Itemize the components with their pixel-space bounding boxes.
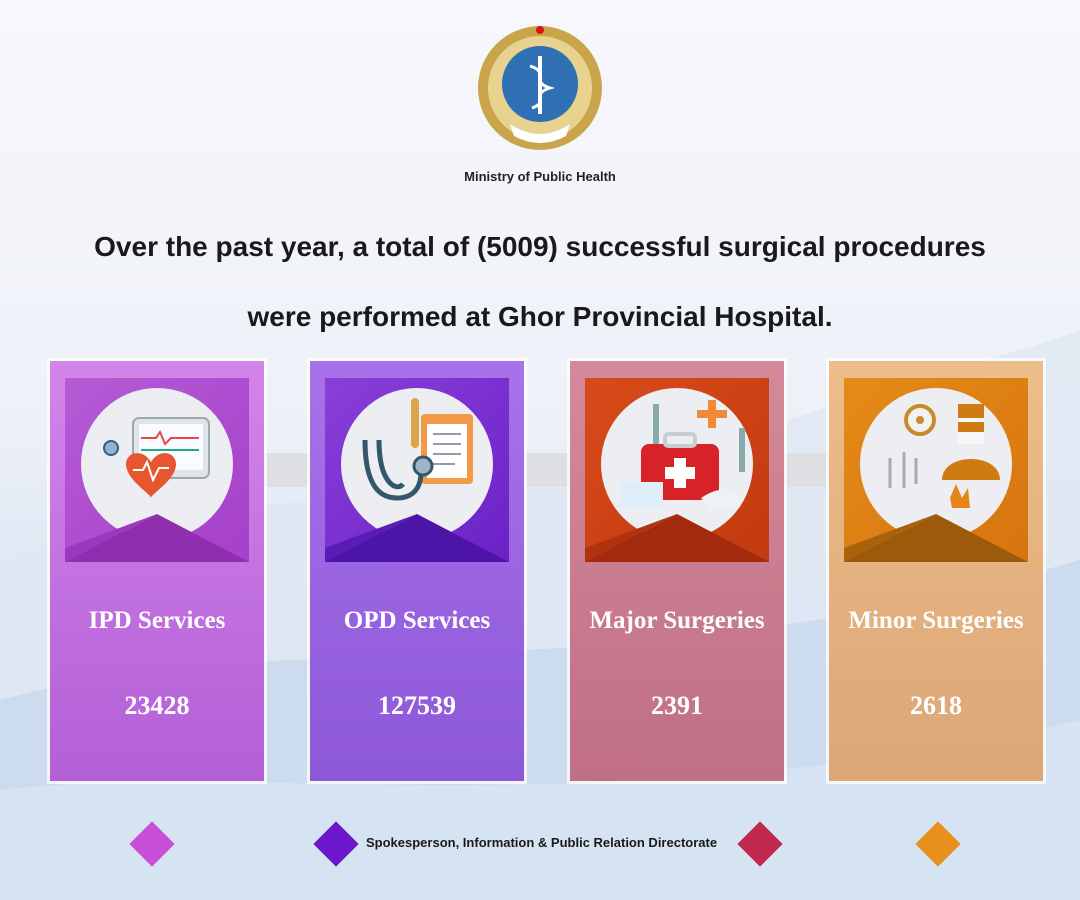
envelope-flap xyxy=(65,514,249,562)
ministry-emblem-icon xyxy=(478,26,602,150)
card-value: 2391 xyxy=(651,691,703,720)
connector-bar xyxy=(150,453,930,487)
ministry-name: Ministry of Public Health xyxy=(464,169,616,184)
envelope-flap xyxy=(325,514,509,562)
headline-line-2: were performed at Ghor Provincial Hospit… xyxy=(247,301,833,332)
footer-text: Spokesperson, Information & Public Relat… xyxy=(366,835,718,850)
envelope-flap xyxy=(585,514,769,562)
envelope-flap xyxy=(844,514,1028,562)
card-label: OPD Services xyxy=(343,607,491,634)
card-opd-services: OPD Services 127539 xyxy=(310,361,524,781)
headline: Over the past year, a total of (5009) su… xyxy=(40,212,1040,352)
card-value: 127539 xyxy=(378,691,456,720)
card-value: 2618 xyxy=(910,691,962,720)
card-label: IPD Services xyxy=(88,607,226,634)
surgeon-icon xyxy=(888,404,1000,508)
card-value: 23428 xyxy=(124,691,190,720)
headline-line-1: Over the past year, a total of (5009) su… xyxy=(94,231,986,262)
stethoscope-clipboard-icon xyxy=(362,398,473,501)
card-minor-surgeries: Minor Surgeries 2618 xyxy=(829,361,1043,781)
header: Ministry of Public Health xyxy=(0,22,1080,184)
card-major-surgeries: Major Surgeries 2391 xyxy=(570,361,784,781)
first-aid-kit-icon xyxy=(619,400,745,510)
card-ipd-services: IPD Services 23428 xyxy=(50,361,264,781)
card-label: Minor Surgeries xyxy=(848,607,1024,634)
heart-monitor-icon xyxy=(103,417,210,498)
card-label: Major Surgeries xyxy=(589,607,765,634)
